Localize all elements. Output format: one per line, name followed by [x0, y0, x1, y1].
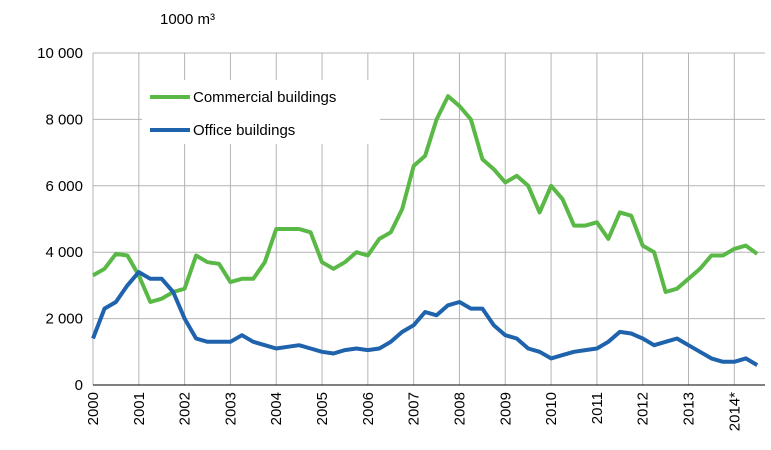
x-tick-label: 2003 — [222, 392, 239, 425]
y-tick-label: 4 000 — [45, 244, 83, 261]
legend-label: Office buildings — [193, 122, 295, 139]
y-tick-label: 8 000 — [45, 111, 83, 128]
x-tick-label: 2011 — [589, 392, 606, 424]
x-tick-label: 2000 — [85, 392, 102, 425]
x-tick-label: 2006 — [360, 392, 377, 425]
legend-label: Commercial buildings — [193, 89, 336, 106]
line-series — [92, 94, 759, 304]
x-tick-label: 2007 — [406, 392, 423, 425]
x-tick-label: 2009 — [497, 392, 514, 425]
x-tick-label: 2010 — [543, 392, 560, 425]
x-tick-label: 2001 — [131, 392, 148, 425]
x-tick-label: 2004 — [268, 392, 285, 425]
y-tick-label: 6 000 — [45, 178, 83, 195]
y-tick-label: 2 000 — [45, 311, 83, 328]
x-tick-label: 2013 — [681, 392, 698, 425]
x-tick-label: 2014* — [726, 392, 743, 431]
y-tick-label: 0 — [75, 377, 83, 394]
y-axis-label: 1000 m³ — [160, 11, 215, 28]
line-series — [91, 270, 759, 367]
legend-box — [142, 80, 380, 144]
x-tick-label: 2012 — [635, 392, 652, 425]
y-tick-label: 10 000 — [37, 45, 83, 62]
x-tick-label: 2008 — [451, 392, 468, 425]
x-tick-label: 2005 — [314, 392, 331, 425]
x-tick-label: 2002 — [177, 392, 194, 425]
